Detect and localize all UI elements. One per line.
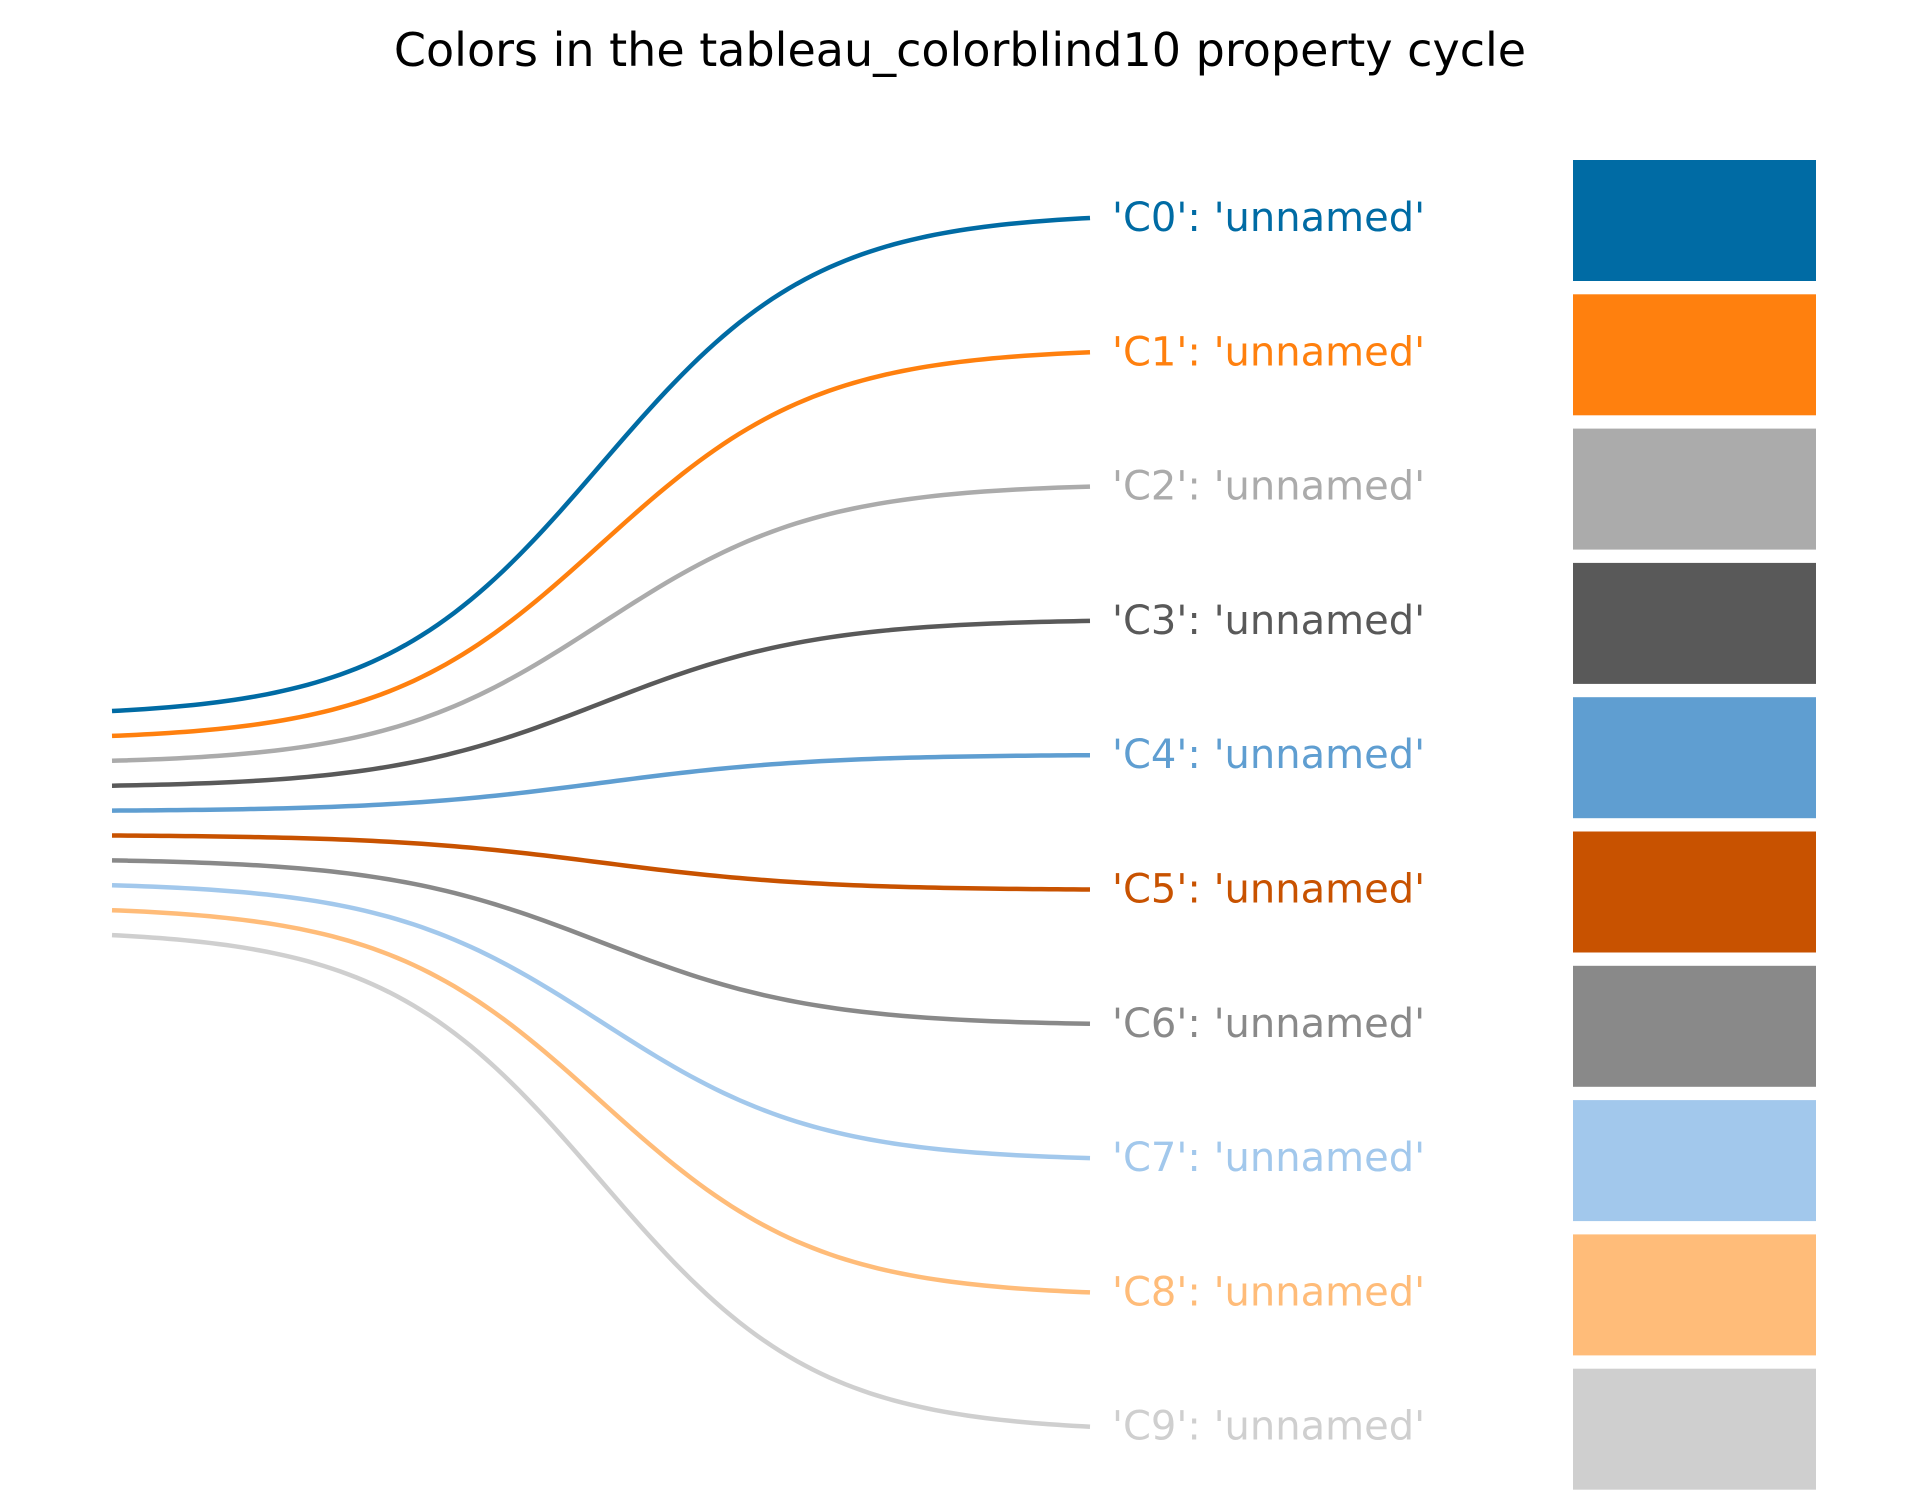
color-swatch-c9 (1573, 1368, 1816, 1490)
series-label-c7: 'C7': 'unnamed' (1112, 1135, 1425, 1181)
series-label-c1: 'C1': 'unnamed' (1112, 329, 1425, 375)
series-label-c3: 'C3': 'unnamed' (1112, 598, 1425, 644)
series-label-c5: 'C5': 'unnamed' (1112, 867, 1425, 913)
series-label-c6: 'C6': 'unnamed' (1112, 1001, 1425, 1047)
series-line-c6 (111, 858, 1091, 1027)
series-line-c2 (111, 484, 1091, 764)
series-labels: 'C0': 'unnamed' 'C1': 'unnamed' 'C2': 'unn… (1112, 195, 1425, 1450)
series-lines (111, 215, 1091, 1429)
series-line-c8 (111, 907, 1091, 1295)
color-swatch-c0 (1573, 160, 1816, 281)
series-label-c0: 'C0': 'unnamed' (1112, 195, 1425, 241)
color-swatch-c7 (1573, 1100, 1816, 1222)
color-swatch-c1 (1573, 294, 1816, 416)
series-label-c8: 'C8': 'unnamed' (1112, 1269, 1425, 1315)
series-line-c9 (111, 932, 1091, 1429)
color-swatch-c3 (1573, 562, 1816, 684)
series-label-c4: 'C4': 'unnamed' (1112, 732, 1425, 778)
series-label-c2: 'C2': 'unnamed' (1112, 464, 1425, 510)
chart-title: Colors in the tableau_colorblind10 prope… (394, 23, 1526, 77)
series-line-c7 (111, 883, 1091, 1161)
color-swatches (1573, 160, 1816, 1490)
series-line-c0 (111, 215, 1091, 714)
color-swatch-c8 (1573, 1234, 1816, 1356)
series-line-c1 (111, 350, 1091, 739)
series-label-c9: 'C9': 'unnamed' (1112, 1404, 1425, 1450)
color-swatch-c4 (1573, 697, 1816, 819)
series-line-c3 (111, 618, 1091, 788)
color-swatch-c6 (1573, 965, 1816, 1087)
color-swatch-c2 (1573, 428, 1816, 550)
series-line-c5 (111, 833, 1091, 892)
color-swatch-c5 (1573, 831, 1816, 953)
series-line-c4 (111, 752, 1091, 813)
